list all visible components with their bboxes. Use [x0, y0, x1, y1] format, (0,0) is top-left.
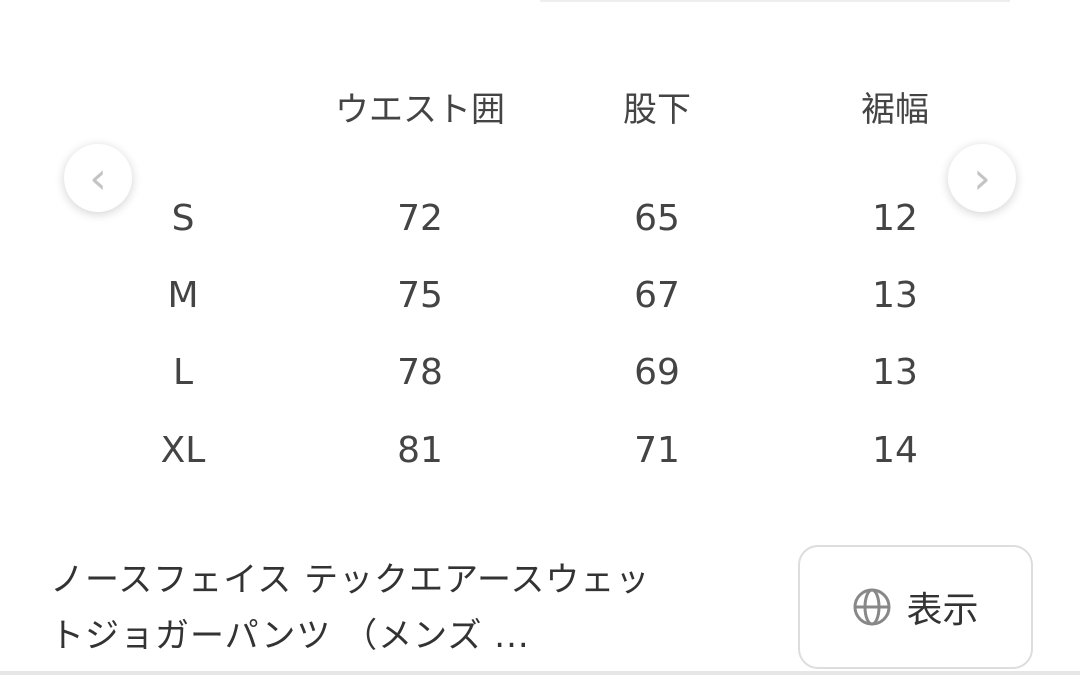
measurement-cell: 78: [397, 352, 443, 393]
globe-icon: [853, 588, 891, 626]
column-header: ウエスト囲: [335, 90, 505, 130]
view-button[interactable]: 表示: [798, 545, 1033, 669]
column-header: 股下: [623, 90, 691, 130]
measurement-cell: 13: [872, 275, 918, 316]
measurement-cell: 67: [634, 275, 680, 316]
measurement-cell: 14: [872, 430, 918, 471]
chevron-left-icon: ‹: [89, 152, 107, 204]
view-button-label: 表示: [906, 590, 979, 631]
measurement-cell: 81: [397, 430, 443, 471]
product-title-line: ノースフェイス テックエアースウェッ: [50, 560, 651, 600]
column-header: 裾幅: [861, 90, 929, 130]
size-label: S: [171, 198, 195, 239]
measurement-cell: 69: [634, 352, 680, 393]
divider: [540, 0, 1010, 2]
product-title-line: トジョガーパンツ （メンズ ...: [50, 616, 530, 656]
measurement-cell: 71: [634, 430, 680, 471]
previous-image-button[interactable]: ‹: [64, 144, 132, 212]
product-title[interactable]: ノースフェイス テックエアースウェッ トジョガーパンツ （メンズ ...: [50, 552, 750, 664]
size-label: L: [172, 352, 194, 393]
measurement-cell: 12: [872, 198, 918, 239]
measurement-cell: 72: [397, 198, 443, 239]
measurement-cell: 13: [872, 352, 918, 393]
divider: [0, 671, 1080, 675]
measurement-cell: 75: [397, 275, 443, 316]
next-image-button[interactable]: ›: [948, 144, 1016, 212]
size-label: XL: [160, 430, 206, 471]
size-label: M: [167, 275, 199, 316]
chevron-right-icon: ›: [973, 152, 991, 204]
measurement-cell: 65: [634, 198, 680, 239]
